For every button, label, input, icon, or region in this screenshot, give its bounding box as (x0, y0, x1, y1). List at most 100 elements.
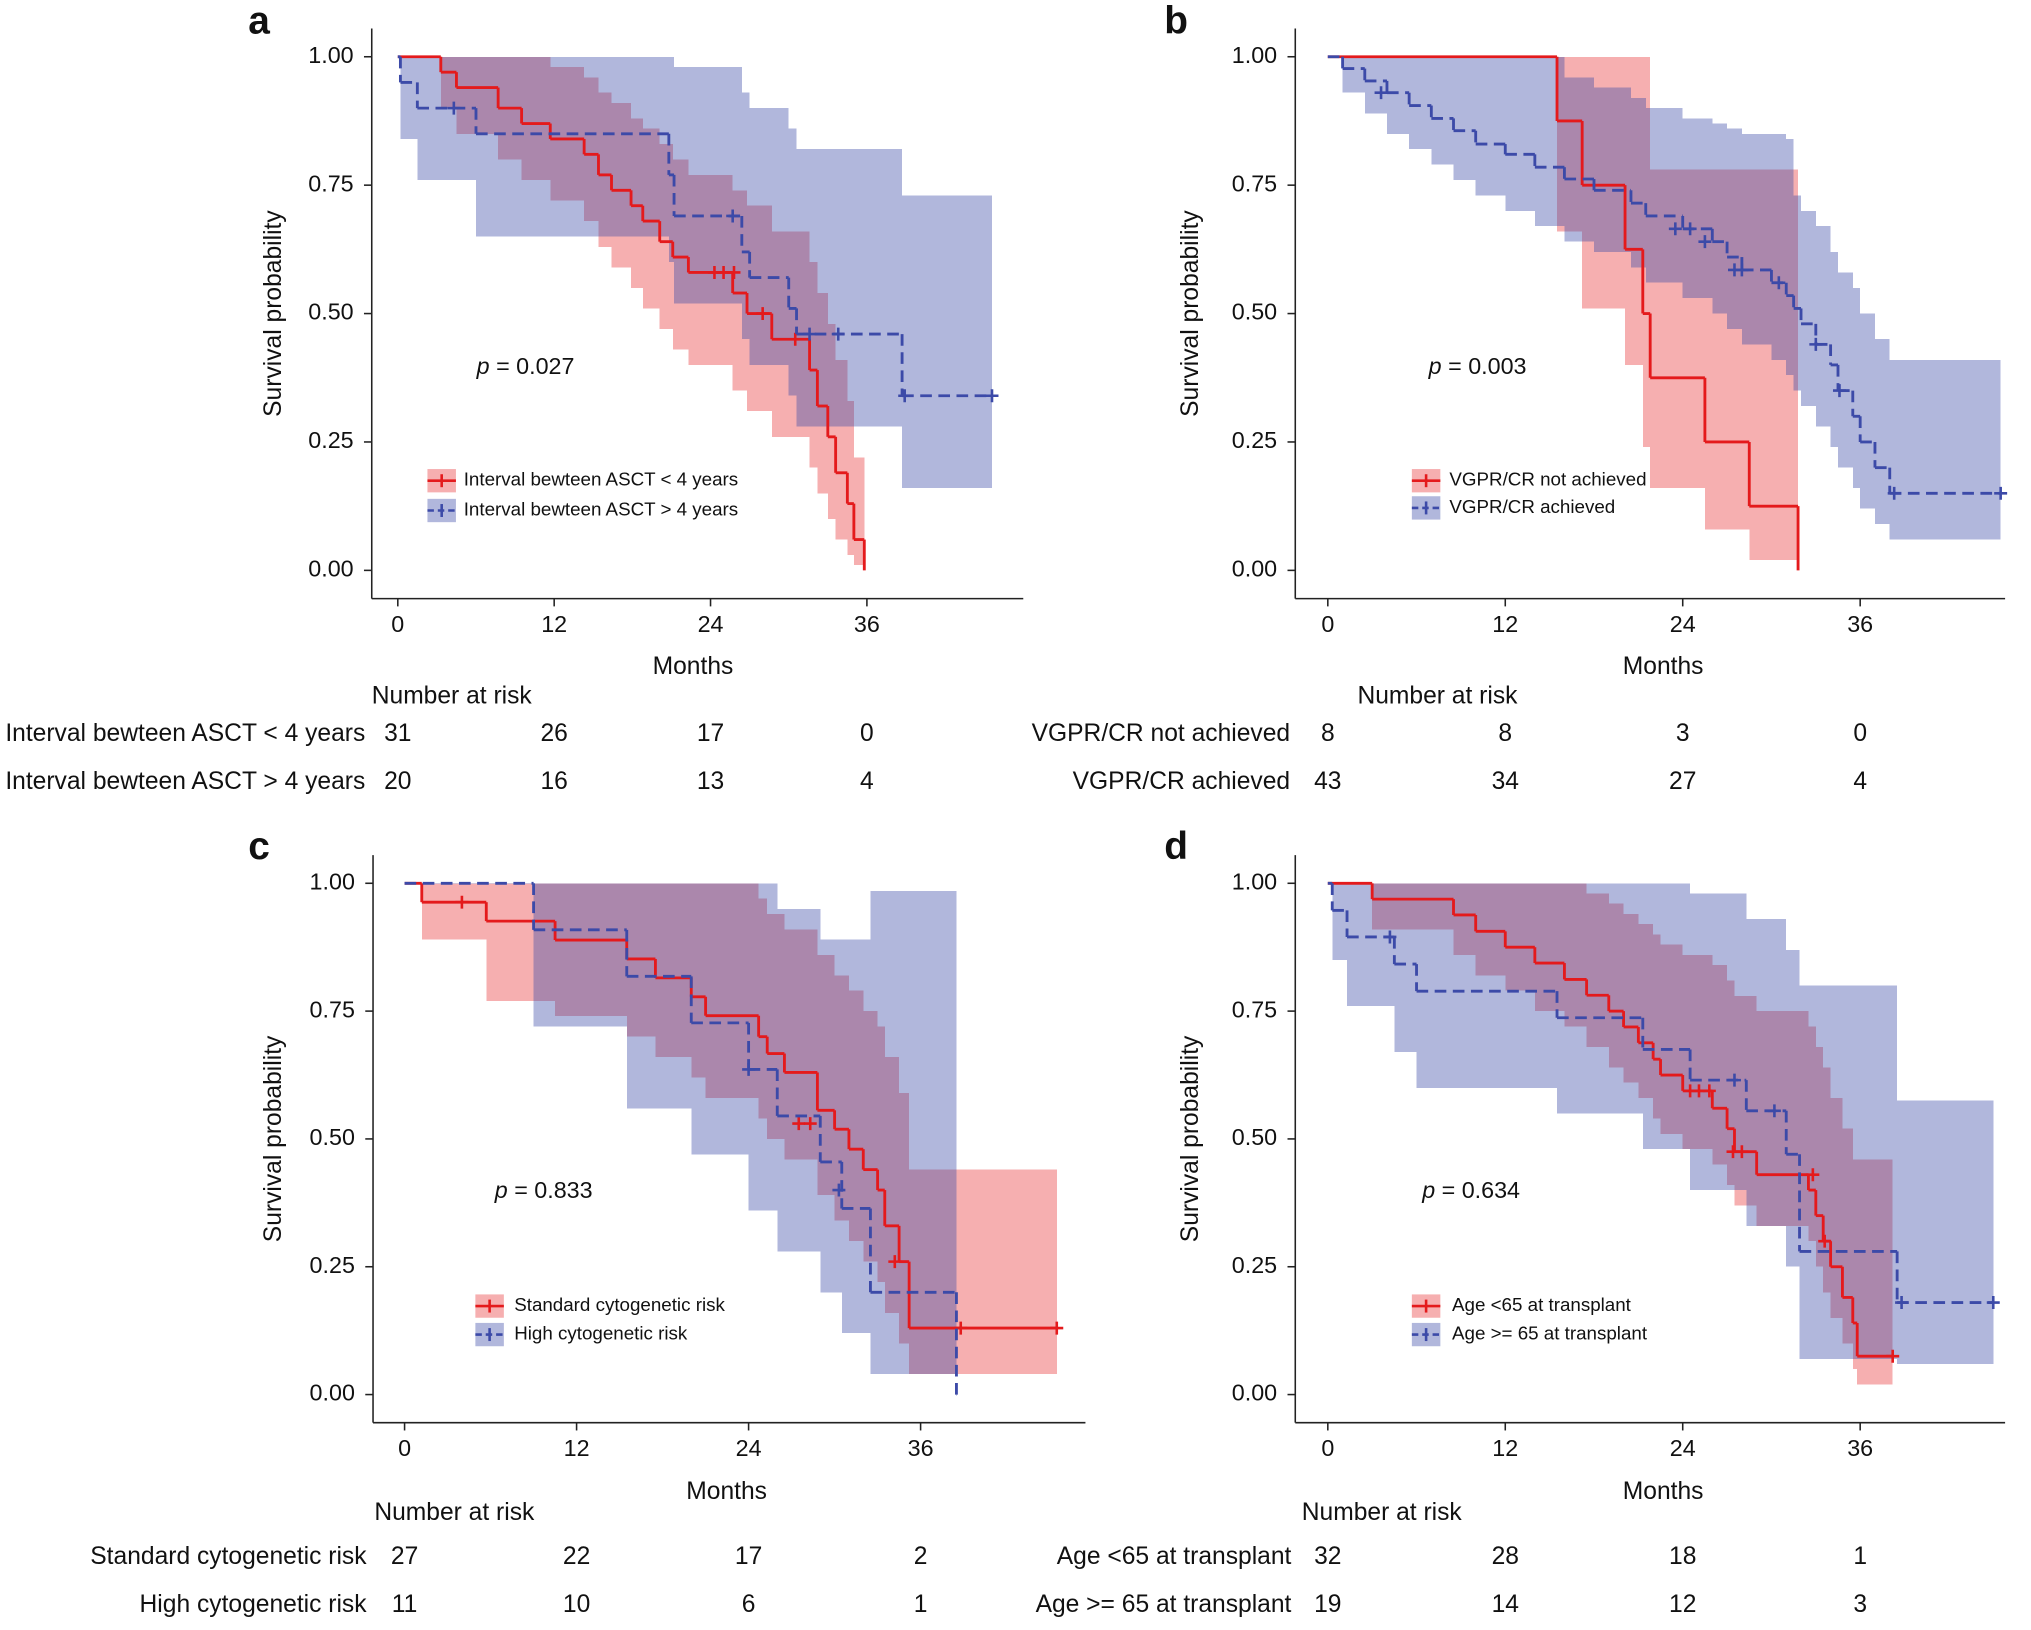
y-tick-label: 0.00 (310, 1380, 355, 1406)
risk-row-label: Standard cytogenetic risk (90, 1543, 367, 1570)
censor-mark (1050, 1321, 1064, 1335)
risk-count: 4 (1853, 768, 1867, 795)
censor-mark (447, 101, 461, 115)
x-tick-label: 36 (854, 611, 880, 637)
band-step (1650, 169, 1705, 489)
band-step (1852, 1159, 1858, 1370)
band-step (1505, 56, 1535, 211)
censor-mark (832, 1183, 846, 1197)
censor-mark (1735, 263, 1749, 277)
band-step (1453, 56, 1476, 181)
x-tick-label: 36 (908, 1435, 934, 1461)
band-step (1830, 251, 1838, 448)
y-tick-label: 0.25 (308, 427, 353, 453)
band-step (691, 883, 749, 1155)
x-tick-label: 24 (1670, 611, 1696, 637)
band-step (788, 128, 797, 396)
risk-count: 1 (914, 1591, 928, 1618)
risk-count: 1 (1853, 1543, 1867, 1570)
band-step (747, 205, 772, 412)
band-step (1653, 934, 1661, 1119)
band-step (668, 56, 675, 263)
risk-row-label: VGPR/CR achieved (1073, 768, 1290, 795)
band-step (1564, 77, 1594, 242)
y-tick-label: 0.50 (1232, 1124, 1277, 1150)
panel: 0.000.250.500.751.000 12 24 36MonthsSurviva… (90, 825, 1086, 1618)
censor-mark (1767, 1104, 1781, 1118)
band-step (555, 883, 627, 1017)
censor-mark (1668, 222, 1682, 236)
x-tick-label: 0 (1321, 1435, 1334, 1461)
band-step (1749, 169, 1799, 561)
band-step (1889, 359, 2001, 540)
band-step (1793, 195, 1802, 391)
risk-count: 31 (384, 720, 411, 747)
panel-label: b (1164, 0, 1188, 43)
band-step (598, 92, 612, 247)
band-step (1645, 108, 1683, 283)
risk-count: 10 (563, 1591, 590, 1618)
risk-count: 16 (540, 768, 567, 795)
band-step (1842, 1128, 1853, 1344)
band-step (1582, 56, 1626, 309)
p-value: p = 0.833 (494, 1177, 593, 1203)
band-step (1625, 56, 1643, 365)
risk-count: 11 (392, 1591, 418, 1618)
band-step (777, 908, 821, 1252)
risk-count: 6 (742, 1591, 756, 1618)
y-axis-label: Survival probability (1177, 1035, 1204, 1242)
y-tick-label: 1.00 (308, 42, 353, 68)
confidence-band (1327, 883, 1994, 1364)
x-axis-label: Months (1623, 653, 1704, 680)
band-step (521, 56, 551, 181)
censor-mark (1832, 384, 1846, 398)
band-step (1364, 56, 1387, 114)
panel: 0.000.250.500.751.000 12 24 36MonthsSurviva… (5, 0, 1024, 795)
band-step (533, 883, 627, 1027)
band-step (631, 118, 643, 288)
band-step (486, 883, 556, 1001)
band-step (1638, 924, 1654, 1099)
censor-mark (1886, 1349, 1900, 1363)
band-step (672, 159, 689, 350)
censor-mark (756, 307, 770, 321)
band-step (1786, 949, 1800, 1267)
band-step (1801, 210, 1816, 407)
x-tick-label: 0 (398, 1435, 411, 1461)
band-step (421, 883, 487, 940)
y-tick-label: 0.00 (1232, 1380, 1277, 1406)
panel: 0.000.250.500.751.000 12 24 36MonthsSurviva… (1036, 825, 2006, 1618)
band-step (1823, 1067, 1831, 1293)
band-step (827, 323, 836, 520)
band-step (1690, 893, 1747, 1191)
band-step (642, 128, 660, 309)
band-step (820, 939, 842, 1293)
band-step (584, 77, 599, 222)
x-tick-label: 24 (698, 611, 724, 637)
censor-mark (1698, 235, 1712, 249)
band-step (1682, 954, 1713, 1150)
censor-mark (803, 1117, 817, 1131)
legend-label: VGPR/CR achieved (1449, 496, 1615, 517)
x-tick-label: 36 (1847, 1435, 1873, 1461)
band-step (848, 990, 864, 1242)
band-step (1386, 56, 1410, 134)
censor-mark (1772, 276, 1786, 290)
legend-label: VGPR/CR not achieved (1449, 469, 1646, 490)
band-step (749, 108, 789, 365)
risk-row-label: High cytogenetic risk (140, 1591, 368, 1618)
band-step (1727, 128, 1742, 329)
band-step (1475, 56, 1506, 196)
band-step (1394, 883, 1417, 1053)
band-step (440, 56, 457, 109)
panel-label: c (248, 825, 270, 868)
band-step (902, 195, 992, 489)
risk-count: 34 (1492, 768, 1519, 795)
band-step (1830, 1098, 1843, 1318)
risk-count: 14 (1492, 1591, 1519, 1618)
survival-curve (1327, 881, 1994, 1304)
y-axis-label: Survival probability (1177, 210, 1204, 417)
risk-row-label: Age >= 65 at transplant (1036, 1591, 1292, 1618)
band-step (1623, 913, 1639, 1083)
